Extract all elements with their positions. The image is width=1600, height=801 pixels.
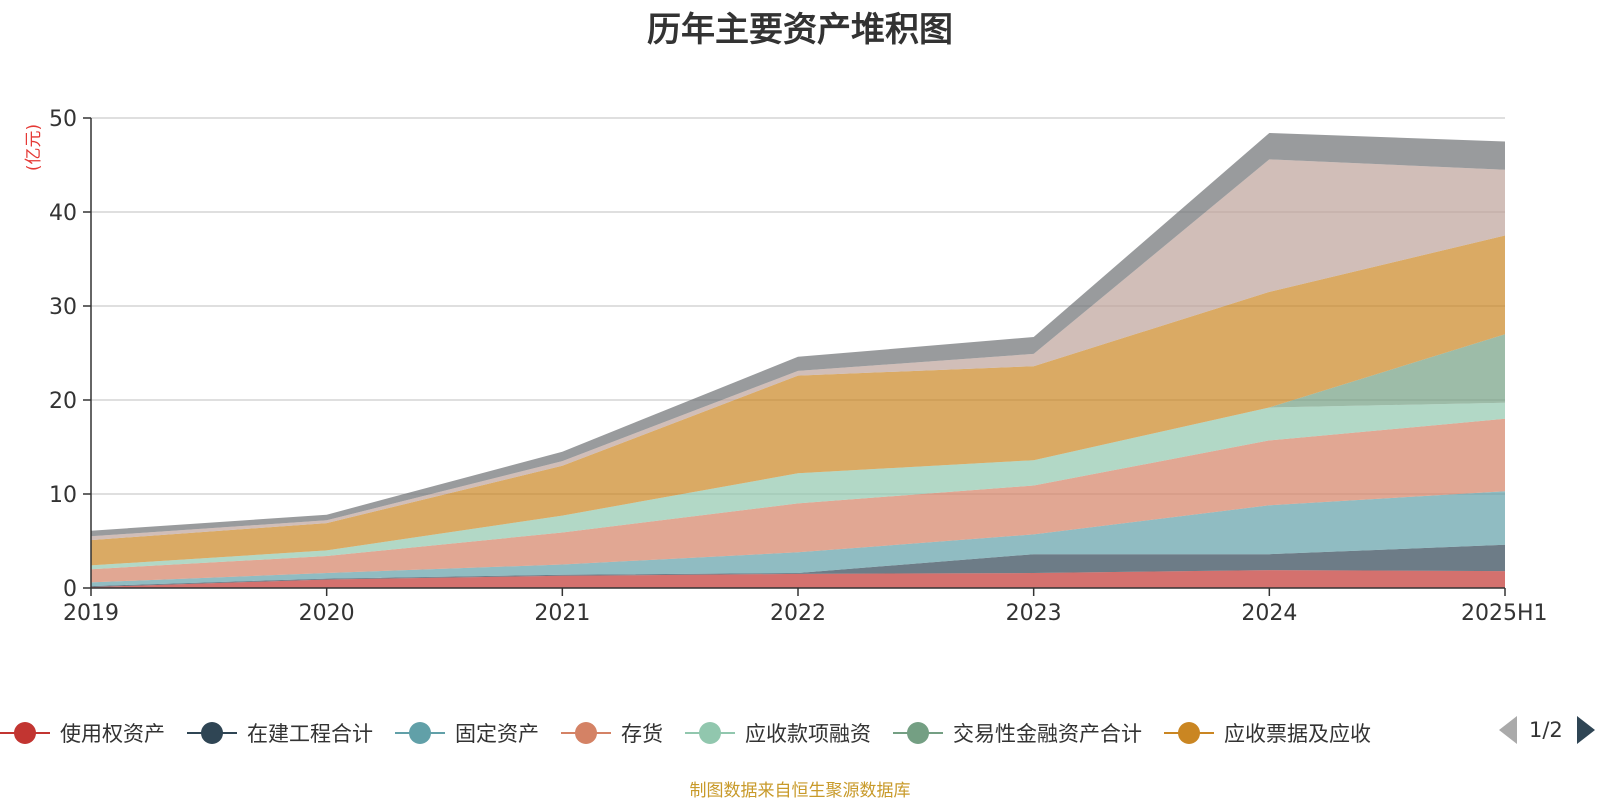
x-tick-label: 2021 xyxy=(534,601,590,626)
legend-item[interactable]: 存货 xyxy=(561,718,663,748)
chart-title: 历年主要资产堆积图 xyxy=(647,10,953,50)
legend-label: 应收票据及应收 xyxy=(1224,722,1371,746)
data-source-note: 制图数据来自恒生聚源数据库 xyxy=(689,781,911,801)
legend-prev-page-button[interactable] xyxy=(1499,716,1517,744)
legend-marker-icon xyxy=(561,722,611,744)
y-tick-label: 40 xyxy=(49,201,77,226)
legend-label: 存货 xyxy=(621,722,663,746)
y-tick-label: 50 xyxy=(49,107,77,132)
area-series-7 xyxy=(91,159,1505,541)
legend-label: 应收款项融资 xyxy=(745,722,871,746)
y-tick-label: 10 xyxy=(49,483,77,508)
area-series-4 xyxy=(91,402,1505,570)
x-tick-label: 2023 xyxy=(1006,601,1062,626)
x-tick-label: 2022 xyxy=(770,601,826,626)
x-tick-label: 2025H1 xyxy=(1461,601,1548,626)
legend-item[interactable]: 固定资产 xyxy=(395,718,539,748)
legend-item[interactable]: 应收款项融资 xyxy=(685,718,871,748)
area-series-1 xyxy=(91,544,1505,588)
legend-label: 在建工程合计 xyxy=(247,722,373,746)
stacked-area-chart: 0 10 20 30 40 50 2019 2020 2021 2022 2023 2024 2025H… xyxy=(49,107,1548,626)
legend-item[interactable]: 应收票据及应收 xyxy=(1164,718,1371,748)
legend-page-indicator: 1/2 xyxy=(1529,718,1563,742)
legend-marker-icon xyxy=(685,722,735,744)
legend-marker-icon xyxy=(893,722,943,744)
legend: 使用权资产 在建工程合计 固定资产 存货 应收款项融资 交易性金融资产合计 应收票据及应收 xyxy=(0,713,1600,753)
legend-label: 固定资产 xyxy=(455,722,539,746)
legend-next-page-button[interactable] xyxy=(1576,716,1595,744)
axes: 0 10 20 30 40 50 2019 2020 2021 2022 2023 2024 2025H… xyxy=(49,107,1548,626)
legend-label: 使用权资产 xyxy=(60,722,165,746)
legend-item[interactable]: 交易性金融资产合计 xyxy=(893,718,1142,748)
legend-marker-icon xyxy=(1164,722,1214,744)
legend-pager: 1/2 xyxy=(1499,716,1595,744)
area-series-6 xyxy=(91,235,1505,566)
legend-marker-icon xyxy=(0,722,50,744)
area-series xyxy=(91,133,1505,588)
legend-marker-icon xyxy=(395,722,445,744)
legend-label: 交易性金融资产合计 xyxy=(953,722,1142,746)
x-tick-label: 2024 xyxy=(1241,601,1297,626)
y-tick-label: 0 xyxy=(63,577,77,602)
y-tick-label: 30 xyxy=(49,295,77,320)
y-tick-label: 20 xyxy=(49,389,77,414)
x-tick-label: 2020 xyxy=(299,601,355,626)
legend-item[interactable]: 在建工程合计 xyxy=(187,718,373,748)
legend-item[interactable]: 使用权资产 xyxy=(0,718,165,748)
area-series-2 xyxy=(91,491,1505,587)
area-series-0 xyxy=(91,570,1505,588)
legend-marker-icon xyxy=(187,722,237,744)
x-tick-label: 2019 xyxy=(63,601,119,626)
area-series-3 xyxy=(91,418,1505,583)
